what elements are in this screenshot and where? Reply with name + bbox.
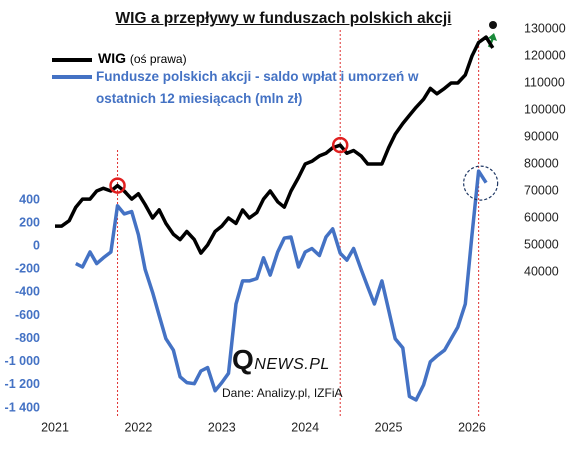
y2-tick-label: 100000 [524, 102, 566, 116]
legend-label: Fundusze polskich akcji - saldo wpłat i … [96, 69, 419, 106]
y-tick-label: -800 [15, 331, 40, 345]
source: Dane: Analizy.pl, IZFiA [222, 386, 343, 400]
y-tick-label: 200 [19, 215, 40, 229]
y2-tick-label: 70000 [524, 183, 559, 197]
y-tick-label: -600 [15, 308, 40, 322]
y-tick-label: -1 200 [5, 377, 40, 391]
legend-entry: WIG (oś prawa) [98, 50, 187, 66]
legend-entry: Fundusze polskich akcji - saldo wpłat i … [50, 66, 446, 110]
logo: QNEWS.PL [232, 344, 330, 375]
y2-tick-label: 110000 [524, 75, 565, 89]
series-line [75, 169, 488, 402]
legend-label: WIG [98, 50, 126, 66]
y-tick-label: 400 [19, 192, 40, 206]
x-tick-label: 2023 [208, 420, 236, 434]
series-line [55, 35, 495, 255]
dot [489, 21, 497, 29]
legend-note: (oś prawa) [129, 52, 187, 66]
y2-tick-label: 80000 [524, 156, 559, 170]
y-tick-label: -400 [15, 285, 40, 299]
y-tick-label: -1 000 [5, 354, 40, 368]
y2-tick-label: 50000 [524, 237, 559, 251]
y-tick-label: 0 [33, 239, 40, 253]
y2-tick-label: 130000 [524, 21, 566, 35]
x-tick-label: 2021 [41, 420, 69, 434]
y2-tick-label: 90000 [524, 129, 559, 143]
y-tick-label: -200 [15, 262, 40, 276]
x-tick-label: 2024 [291, 420, 319, 434]
x-tick-label: 2025 [375, 420, 403, 434]
highlight [109, 177, 126, 194]
x-tick-label: 2026 [458, 420, 486, 434]
chart-title: WIG a przepływy w funduszach polskich ak… [115, 10, 452, 27]
highlight [463, 165, 499, 201]
y-tick-label: -1 400 [5, 400, 40, 414]
y2-tick-label: 120000 [524, 48, 566, 62]
y2-tick-label: 60000 [524, 210, 559, 224]
arrow-head [488, 33, 497, 41]
y2-tick-label: 40000 [524, 264, 559, 278]
highlight [331, 136, 349, 154]
x-tick-label: 2022 [124, 420, 152, 434]
